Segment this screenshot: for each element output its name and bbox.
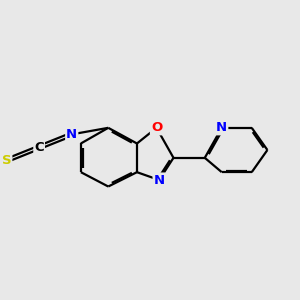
Text: N: N [154, 173, 165, 187]
Text: S: S [2, 154, 11, 167]
Text: O: O [151, 121, 162, 134]
Text: C: C [34, 141, 44, 154]
Text: N: N [216, 121, 227, 134]
Text: N: N [66, 128, 77, 141]
